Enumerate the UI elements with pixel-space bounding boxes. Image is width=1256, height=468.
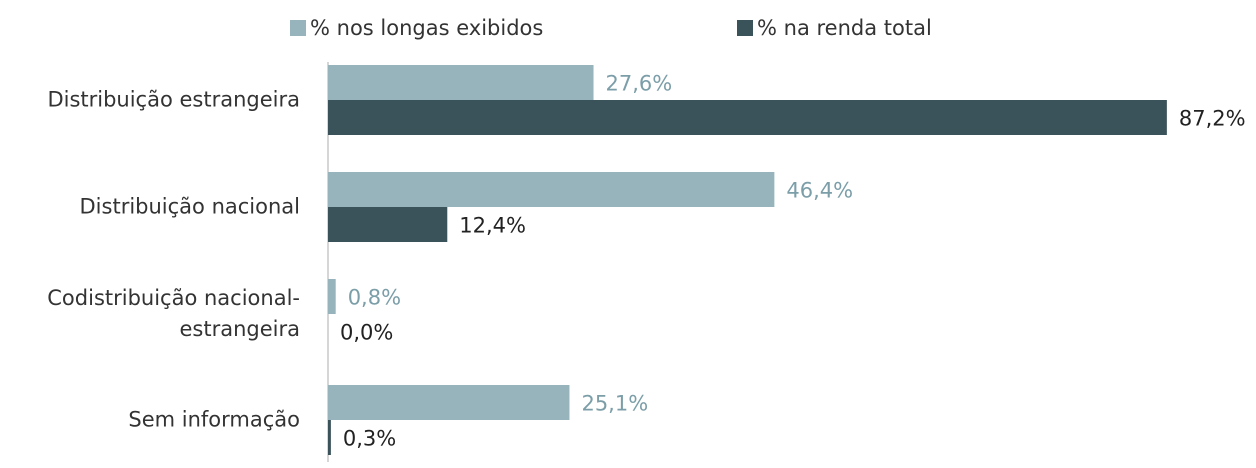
legend-swatch [290,20,306,36]
bar [328,100,1167,135]
bar [328,279,336,314]
value-label: 12,4% [459,214,526,238]
value-label: 87,2% [1179,107,1246,131]
legend-swatch [737,20,753,36]
bar [328,65,594,100]
category-label: Distribuição estrangeira [47,87,300,112]
value-label: 0,3% [343,427,396,451]
legend-label: % nos longas exibidos [310,16,543,40]
legend-label: % na renda total [757,16,932,40]
bar [328,420,331,455]
category-label: Sem informação [128,407,300,432]
category-label: Codistribuição nacional-estrangeira [47,286,300,341]
bar [328,385,570,420]
bar [328,172,775,207]
category-label: Distribuição nacional [79,194,300,219]
value-label: 0,8% [348,286,401,310]
value-label: 46,4% [786,179,853,203]
value-label: 27,6% [606,72,673,96]
value-label: 25,1% [581,392,648,416]
bar [328,207,448,242]
value-label: 0,0% [340,321,393,345]
